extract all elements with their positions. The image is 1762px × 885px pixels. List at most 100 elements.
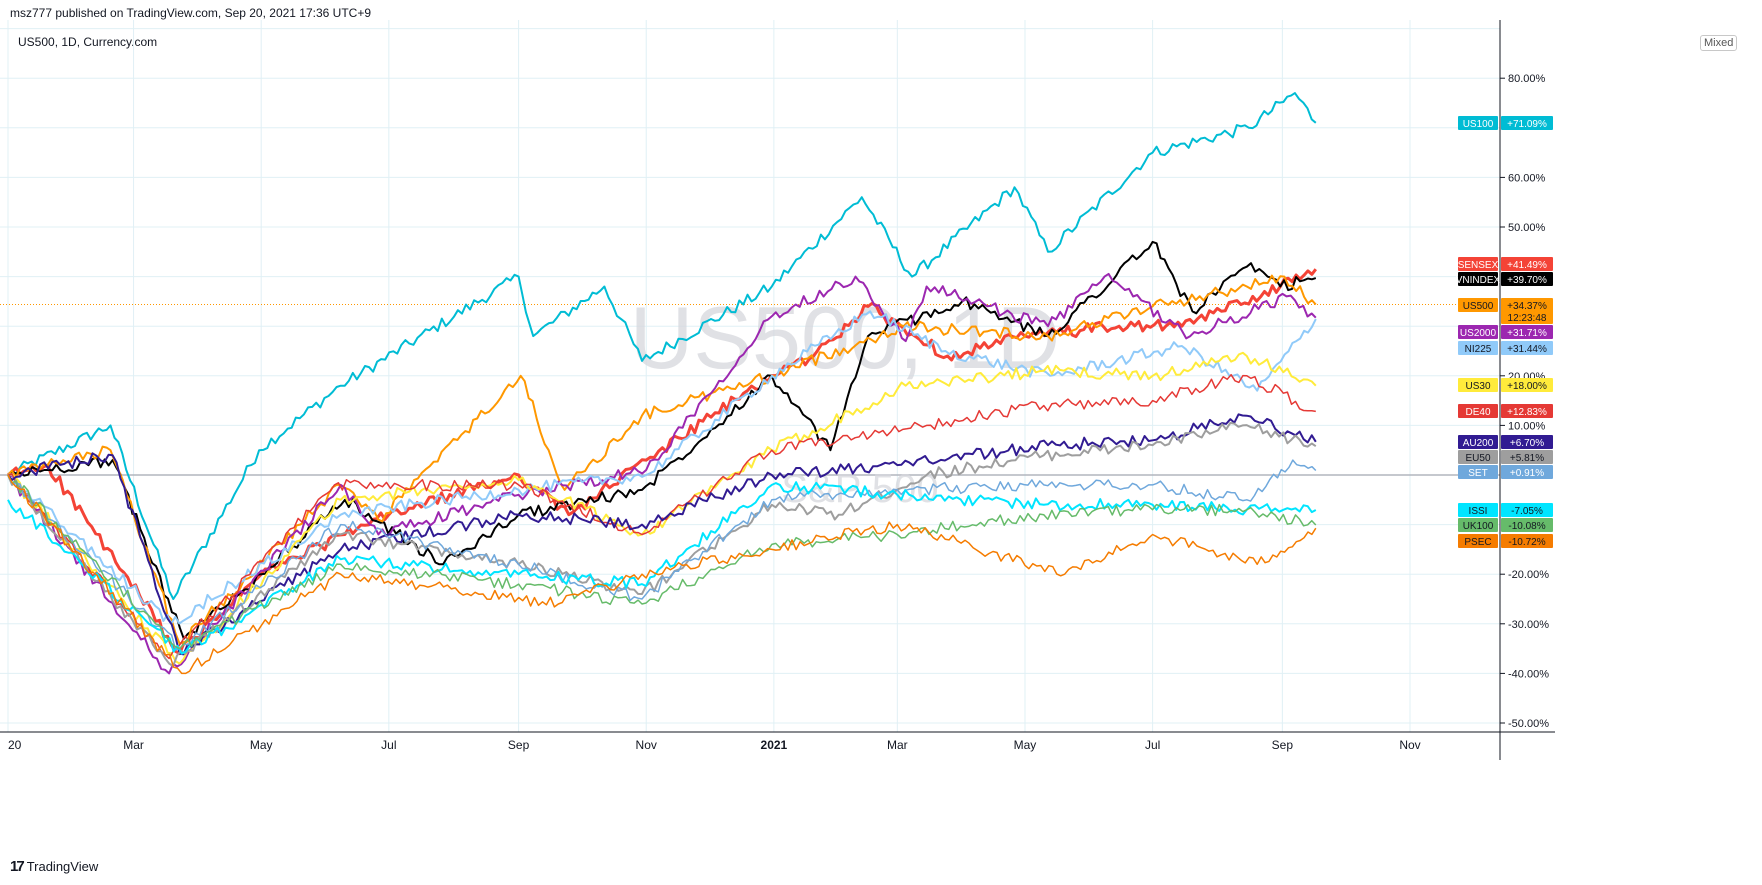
publish-info: msz777 published on TradingView.com, Sep… <box>10 6 372 20</box>
price-label-value: +6.70% <box>1510 438 1544 449</box>
price-label-name-box <box>1458 534 1498 548</box>
price-label-value: +0.91% <box>1510 468 1544 479</box>
x-tick-label: Mar <box>123 738 144 752</box>
price-label-value: +41.49% <box>1507 260 1547 271</box>
price-label-value-box <box>1501 404 1553 418</box>
series-line-us2000 <box>7 272 1317 675</box>
price-label-name: ISSI <box>1469 506 1488 517</box>
y-tick-label: -50.00% <box>1508 718 1549 730</box>
price-label-name: US100 <box>1463 119 1494 130</box>
x-tick-label: Sep <box>1272 738 1294 752</box>
x-tick-label: Sep <box>508 738 530 752</box>
series-line-issi <box>7 481 1317 655</box>
price-label-name: PSEC <box>1464 537 1491 548</box>
watermark: US500, 1D S&P 500 <box>630 288 1060 511</box>
x-tick-label: 20 <box>8 738 22 752</box>
price-label-value: +31.44% <box>1507 344 1547 355</box>
x-tick-label: Mar <box>887 738 908 752</box>
x-tick-label: May <box>250 738 273 752</box>
price-label-us500: US500 +34.37%12:23:48 <box>1458 298 1553 324</box>
price-label-name: SET <box>1468 468 1487 479</box>
footer-brand-label: TradingView <box>26 859 99 874</box>
y-tick-label: -30.00% <box>1508 619 1549 631</box>
price-label-value: +18.00% <box>1507 381 1547 392</box>
price-label-value-box <box>1501 450 1553 464</box>
footer-brand: 17 TradingView <box>10 858 98 875</box>
price-label-name: VNINDEX <box>1456 275 1501 286</box>
price-label-name: EU50 <box>1465 453 1490 464</box>
y-tick-label: 60.00% <box>1508 172 1546 184</box>
price-label-name-box <box>1458 435 1498 449</box>
price-label-value-box <box>1501 534 1553 548</box>
price-label-name: UK100 <box>1463 521 1494 532</box>
price-label-value: +31.71% <box>1507 328 1547 339</box>
scale-mode-toggle[interactable]: Mixed <box>1700 35 1738 51</box>
watermark-main: US500, 1D <box>630 288 1060 387</box>
price-label-psec: PSEC -10.72% <box>1458 534 1553 548</box>
axes: 80.00%60.00%50.00%20.00%10.00%-20.00%-30… <box>0 20 1555 760</box>
price-label-value-box <box>1501 325 1553 339</box>
price-label-eu50: EU50 +5.81% <box>1458 450 1553 464</box>
series-line-uk100 <box>7 474 1317 650</box>
price-label-name-box <box>1458 257 1498 271</box>
tradingview-logo-icon: 17 <box>10 858 25 875</box>
price-label-value-box <box>1501 257 1553 271</box>
price-label-name-box <box>1458 116 1498 130</box>
x-tick-label: Nov <box>1399 738 1420 752</box>
x-tick-label: Nov <box>636 738 657 752</box>
y-tick-label: 10.00% <box>1508 420 1546 432</box>
price-label-name: US2000 <box>1460 328 1497 339</box>
price-label-value: +34.37% <box>1507 301 1547 312</box>
series-line-vnindex <box>7 240 1317 640</box>
y-tick-label: 80.00% <box>1508 73 1546 85</box>
x-tick-label: May <box>1014 738 1037 752</box>
series-lines <box>7 92 1317 675</box>
price-label-name: DE40 <box>1465 407 1490 418</box>
price-label-value: +12.83% <box>1507 407 1547 418</box>
price-label-au200: AU200 +6.70% <box>1458 435 1553 449</box>
price-label-value-box <box>1501 298 1553 324</box>
price-label-value-box <box>1501 518 1553 532</box>
price-label-us100: US100 +71.09% <box>1458 116 1553 130</box>
price-label-value-box <box>1501 341 1553 355</box>
x-tick-label: 2021 <box>761 738 788 752</box>
price-label-issi: ISSI -7.05% <box>1458 503 1553 517</box>
price-label-us30: US30 +18.00% <box>1458 378 1553 392</box>
price-label-value-box <box>1501 503 1553 517</box>
price-label-sensex: SENSEX +41.49% <box>1458 257 1553 271</box>
price-label-name-box <box>1458 518 1498 532</box>
series-line-us30 <box>7 351 1317 665</box>
price-label-value-box <box>1501 116 1553 130</box>
series-line-au200 <box>7 413 1317 656</box>
price-label-value: +39.70% <box>1507 275 1547 286</box>
price-label-name-box <box>1458 298 1498 312</box>
price-label-name-box <box>1458 341 1498 355</box>
price-label-name: US500 <box>1463 301 1494 312</box>
y-tick-label: -40.00% <box>1508 668 1549 680</box>
price-label-set: SET +0.91% <box>1458 465 1553 479</box>
price-label-value: -7.05% <box>1511 506 1543 517</box>
series-line-psec <box>7 474 1317 675</box>
price-label-name-box <box>1458 272 1498 286</box>
series-line-ni225 <box>7 310 1317 625</box>
series-line-eu50 <box>7 421 1317 668</box>
price-label-value-box <box>1501 378 1553 392</box>
x-tick-label: Jul <box>1145 738 1160 752</box>
series-line-de40 <box>7 373 1316 660</box>
price-labels: US100 +71.09% SENSEX +41.49% VNINDEX +39.70% U… <box>1456 116 1553 548</box>
price-label-name-box <box>1458 378 1498 392</box>
price-label-name: SENSEX <box>1458 260 1499 271</box>
y-tick-label: 50.00% <box>1508 222 1546 234</box>
price-label-name-box <box>1458 404 1498 418</box>
price-label-name: AU200 <box>1463 438 1494 449</box>
price-label-ni225: NI225 +31.44% <box>1458 341 1553 355</box>
countdown-label: 12:23:48 <box>1508 313 1547 324</box>
price-label-value-box <box>1501 435 1553 449</box>
price-label-vnindex: VNINDEX +39.70% <box>1456 272 1553 286</box>
price-label-uk100: UK100 -10.08% <box>1458 518 1553 532</box>
series-line-us100 <box>7 92 1317 600</box>
price-label-de40: DE40 +12.83% <box>1458 404 1553 418</box>
price-label-name-box <box>1458 503 1498 517</box>
price-label-us2000: US2000 +31.71% <box>1458 325 1553 339</box>
